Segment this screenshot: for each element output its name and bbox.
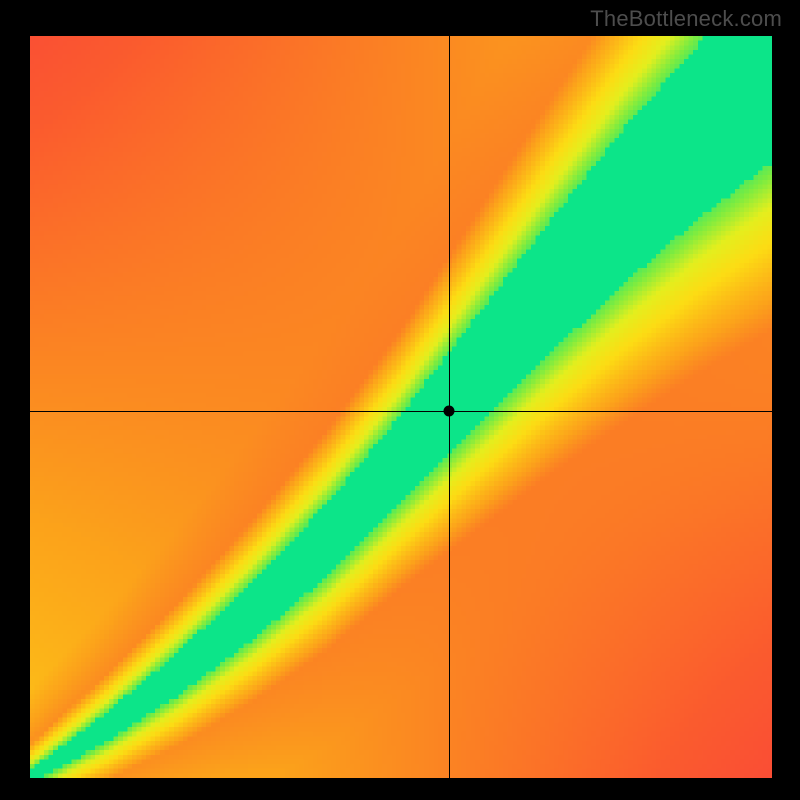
watermark-text: TheBottleneck.com: [590, 6, 782, 32]
bottleneck-heatmap: [30, 36, 772, 778]
crosshair-horizontal: [30, 411, 772, 412]
stage: TheBottleneck.com: [0, 0, 800, 800]
heatmap-canvas: [30, 36, 772, 778]
crosshair-marker: [444, 406, 455, 417]
